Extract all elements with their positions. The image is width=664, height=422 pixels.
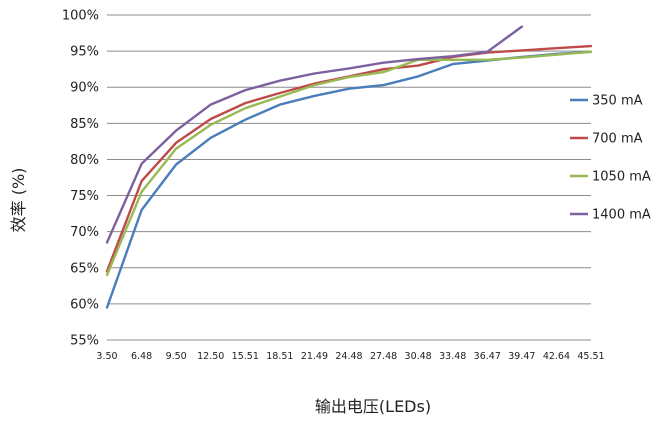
y-axis-ticks: 55% 60% 65% 70% 75% 80% 85% 90% 95% 100% (62, 9, 99, 349)
x-tick-label: 12.50 (197, 351, 224, 362)
y-tick-label: 70% (70, 225, 99, 240)
y-axis-label: 效率 (%) (9, 168, 28, 233)
y-tick-label: 90% (70, 81, 99, 96)
y-tick-label: 55% (70, 334, 99, 349)
y-tick-label: 65% (70, 261, 99, 276)
x-tick-label: 36.47 (474, 351, 501, 362)
x-tick-label: 24.48 (335, 351, 362, 362)
legend: 350 mA 700 mA 1050 mA 1400 mA (570, 94, 651, 223)
y-tick-label: 75% (70, 189, 99, 204)
x-tick-label: 18.51 (266, 351, 293, 362)
y-tick-label: 80% (70, 153, 99, 168)
legend-label: 700 mA (592, 132, 643, 147)
x-tick-label: 42.64 (543, 351, 570, 362)
series-line-1400-ma (105, 25, 524, 244)
x-axis-ticks: 3.50 6.48 9.50 12.50 15.51 18.51 21.49 24.48 27.… (96, 351, 604, 362)
y-tick-label: 85% (70, 117, 99, 132)
x-tick-label: 45.51 (577, 351, 604, 362)
series-line-1050-ma (105, 50, 593, 277)
y-tick-label: 60% (70, 297, 99, 312)
x-tick-label: 39.47 (508, 351, 535, 362)
series-line-700-ma (105, 44, 593, 273)
series-lines (105, 25, 593, 309)
y-tick-label: 100% (62, 9, 99, 24)
x-tick-label: 9.50 (166, 351, 187, 362)
x-tick-label: 6.48 (131, 351, 152, 362)
y-tick-label: 95% (70, 45, 99, 60)
x-tick-label: 30.48 (405, 351, 432, 362)
x-tick-label: 27.48 (370, 351, 397, 362)
x-tick-label: 15.51 (232, 351, 259, 362)
x-axis-label: 输出电压(LEDs) (315, 397, 431, 416)
series-line-350-ma (105, 50, 593, 309)
x-tick-label: 33.48 (439, 351, 466, 362)
legend-label: 1050 mA (592, 170, 651, 185)
x-tick-label: 21.49 (301, 351, 328, 362)
legend-label: 1400 mA (592, 208, 651, 223)
x-tick-label: 3.50 (96, 351, 117, 362)
grid (107, 14, 591, 341)
legend-label: 350 mA (592, 94, 643, 109)
